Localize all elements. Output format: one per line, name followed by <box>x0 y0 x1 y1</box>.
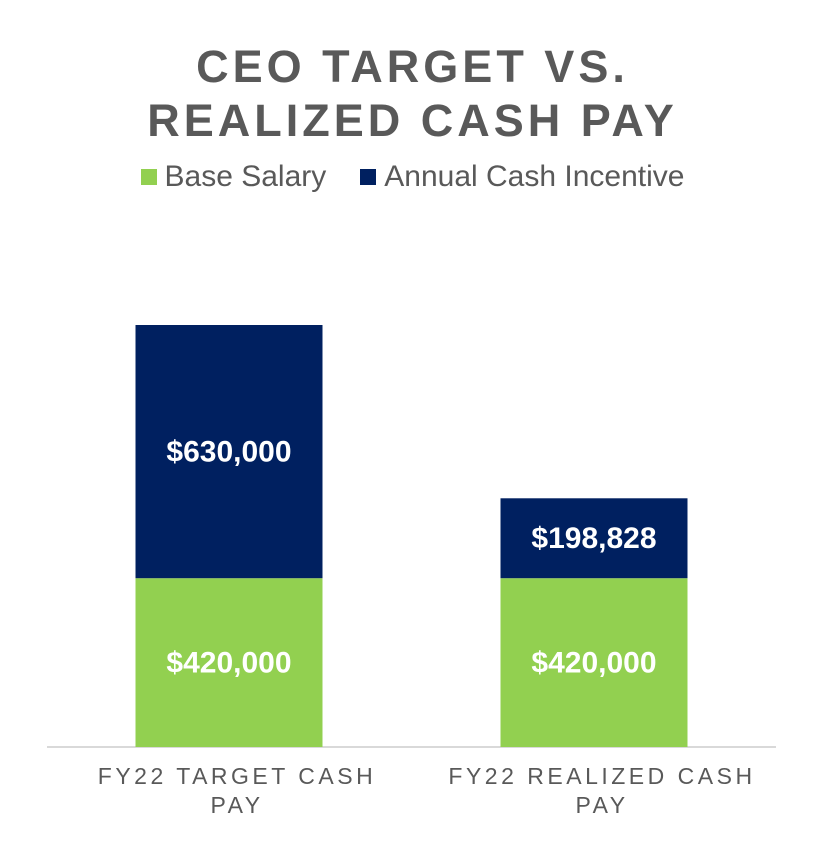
value-label: $198,828 <box>531 522 656 555</box>
legend: Base Salary Annual Cash Incentive <box>0 160 825 194</box>
bar-segment <box>500 498 688 579</box>
legend-item: Annual Cash Incentive <box>360 160 684 194</box>
x-tick-label: FY22 REALIZED CASH PAY <box>448 763 756 818</box>
legend-item: Base Salary <box>140 160 327 194</box>
legend-swatch <box>140 169 157 185</box>
chart-title: CEO TARGET VS. REALIZED CASH PAY <box>147 41 678 146</box>
legend-label: Annual Cash Incentive <box>384 160 685 193</box>
value-label: $420,000 <box>531 647 656 680</box>
bar-segment <box>135 578 323 747</box>
x-tick-label: FY22 TARGET CASH PAY <box>97 763 377 818</box>
legend-label: Base Salary <box>164 160 327 193</box>
bar-segment <box>135 325 323 579</box>
value-label: $420,000 <box>166 647 291 680</box>
legend-swatch <box>360 169 377 185</box>
bar-segment <box>500 578 688 747</box>
value-label: $630,000 <box>166 436 291 469</box>
